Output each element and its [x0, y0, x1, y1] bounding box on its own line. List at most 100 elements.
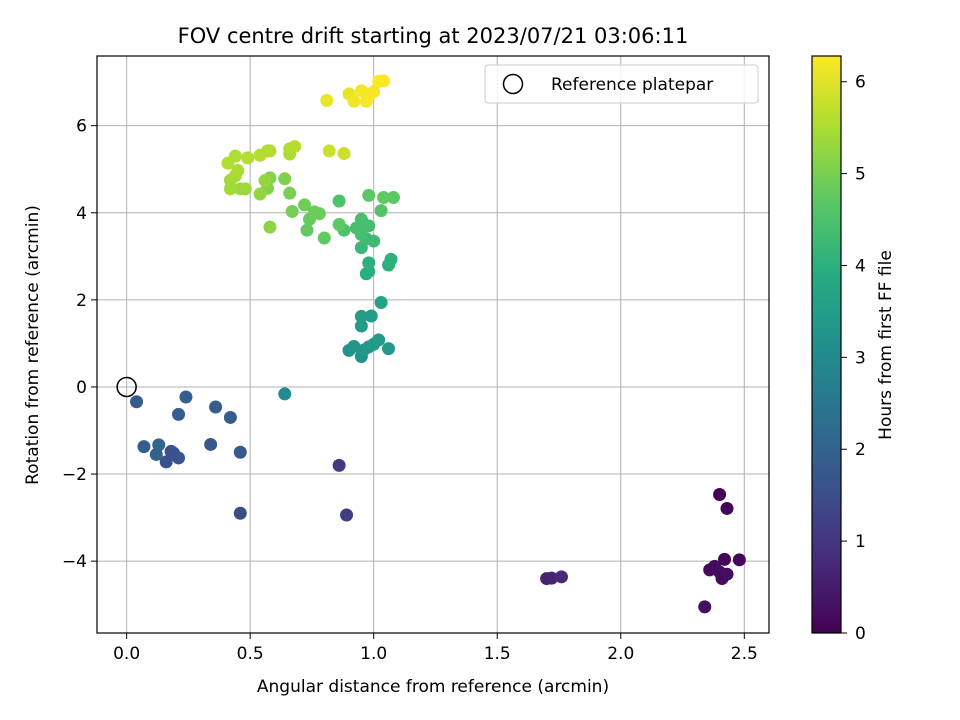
legend-reference-marker [502, 73, 524, 95]
data-point [312, 207, 326, 221]
data-point [332, 218, 346, 232]
data-point [545, 571, 559, 585]
chart-title: FOV centre drift starting at 2023/07/21 … [178, 24, 689, 48]
data-point [253, 187, 267, 201]
colorbar-tick-label: 0 [855, 624, 866, 644]
data-point [179, 390, 193, 404]
x-axis-ticks: 0.0 0.5 1.0 1.5 2.0 2.5 [113, 633, 758, 664]
x-tick-label: 2.5 [731, 644, 758, 664]
data-point [703, 563, 717, 577]
data-point [374, 295, 388, 309]
data-point [278, 172, 292, 186]
data-point [332, 458, 346, 472]
data-point [204, 437, 218, 451]
data-point [362, 188, 376, 202]
data-point [233, 445, 247, 459]
grid-lines [97, 56, 769, 633]
data-point [159, 455, 173, 469]
data-point [718, 552, 732, 566]
data-point [228, 149, 242, 163]
data-point [283, 186, 297, 200]
colorbar-tick-label: 2 [855, 440, 866, 460]
data-point [377, 191, 391, 205]
data-point [364, 309, 378, 323]
data-point [367, 234, 381, 248]
data-point [374, 204, 388, 218]
data-point [263, 144, 277, 158]
colorbar-tick-label: 6 [855, 73, 866, 93]
data-point [354, 319, 368, 333]
data-point [337, 147, 351, 161]
x-tick-label: 1.0 [360, 644, 387, 664]
data-point [130, 395, 144, 409]
colorbar: 0 1 2 3 4 5 6 Hours from first FF file [811, 55, 896, 644]
legend: Reference platepar [484, 64, 759, 104]
data-point [340, 508, 354, 522]
reference-point [116, 376, 137, 398]
data-point [298, 198, 312, 212]
data-point [322, 144, 336, 158]
data-point [386, 191, 400, 205]
data-point [300, 223, 314, 237]
data-point [288, 140, 302, 154]
data-point [164, 444, 178, 458]
data-point [382, 342, 396, 356]
colorbar-tick-label: 5 [855, 165, 866, 185]
plot-frame [96, 55, 770, 634]
y-tick-label: 2 [76, 291, 87, 311]
data-point [720, 501, 734, 515]
x-tick-label: 0.0 [113, 644, 140, 664]
data-point [713, 565, 727, 579]
reference-marker [116, 376, 137, 398]
data-point [384, 252, 398, 266]
data-point [732, 553, 746, 567]
data-point [713, 488, 727, 502]
data-point [354, 309, 368, 323]
data-point [258, 174, 272, 188]
y-tick-label: 4 [76, 204, 87, 224]
data-point [347, 339, 361, 353]
data-point [320, 93, 334, 107]
data-point [231, 164, 245, 178]
data-point [347, 94, 361, 108]
data-point [698, 600, 712, 614]
data-point [278, 387, 292, 401]
data-point [137, 440, 151, 454]
y-tick-label: 6 [76, 117, 87, 137]
data-point [367, 85, 381, 99]
colorbar-gradient [811, 55, 842, 634]
colorbar-tick-label: 3 [855, 348, 866, 368]
data-point [285, 204, 299, 218]
y-axis-label: Rotation from reference (arcmin) [23, 205, 43, 485]
colorbar-ticks: 0 1 2 3 4 5 6 [841, 73, 866, 644]
data-point [223, 410, 237, 424]
data-point [263, 220, 277, 234]
x-tick-label: 2.0 [607, 644, 634, 664]
data-point [209, 400, 223, 414]
data-points [130, 74, 746, 614]
x-tick-label: 1.5 [484, 644, 511, 664]
colorbar-label: Hours from first FF file [876, 250, 896, 440]
data-point [317, 231, 331, 245]
x-tick-label: 0.5 [237, 644, 264, 664]
data-point [149, 447, 163, 461]
data-point [362, 256, 376, 270]
data-point [332, 194, 346, 208]
y-tick-label: −4 [62, 552, 87, 572]
data-point [172, 407, 186, 421]
data-point [554, 570, 568, 584]
legend-entry-reference-platepar: Reference platepar [551, 75, 713, 95]
legend-box [484, 64, 759, 104]
data-point [241, 151, 255, 165]
y-tick-label: −2 [62, 465, 87, 485]
x-axis-label: Angular distance from reference (arcmin) [257, 677, 609, 697]
data-point [233, 506, 247, 520]
data-point [377, 74, 391, 88]
y-tick-label: 0 [76, 378, 87, 398]
y-axis-ticks: −4 −2 0 2 4 6 [62, 117, 97, 572]
colorbar-tick-label: 1 [855, 532, 866, 552]
colorbar-tick-label: 4 [855, 256, 866, 276]
data-point [233, 182, 247, 196]
data-point [372, 333, 386, 347]
